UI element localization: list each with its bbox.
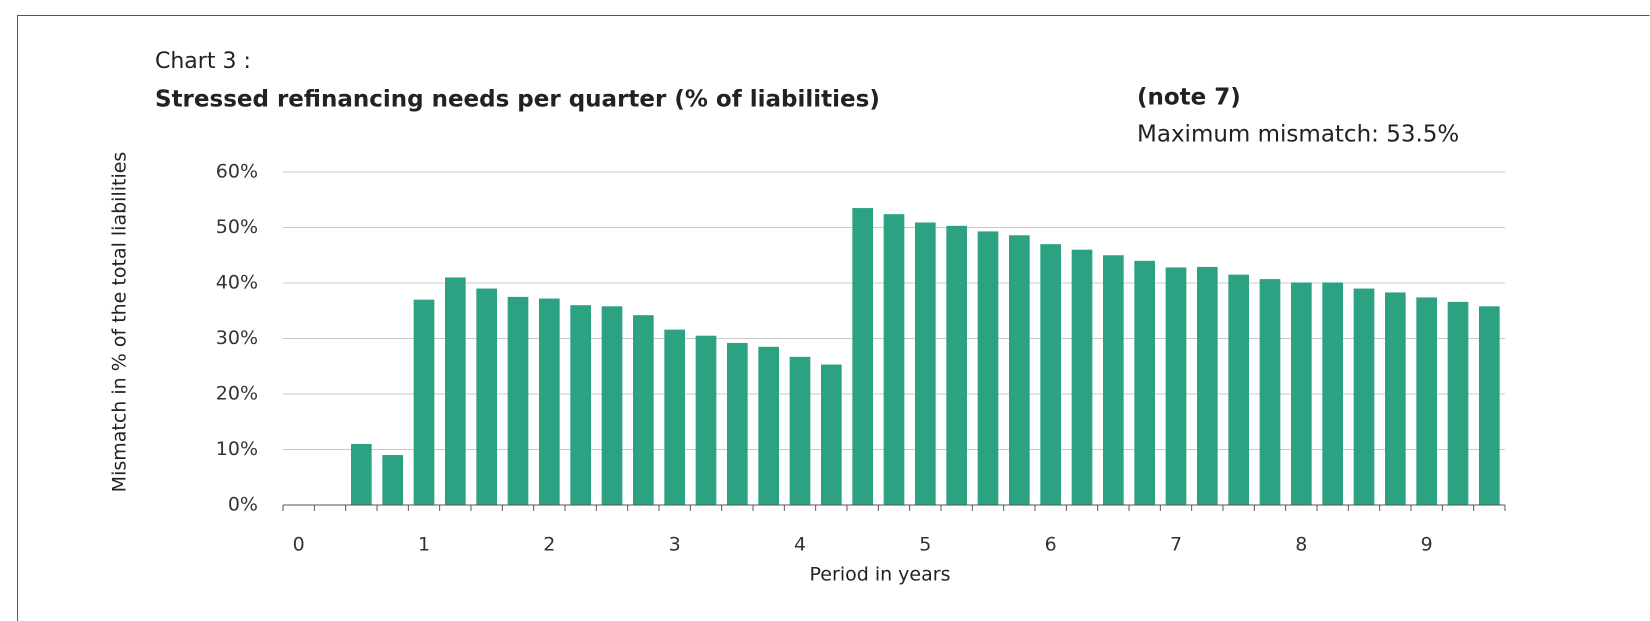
bar: [507, 296, 529, 505]
bar: [664, 329, 686, 505]
y-tick-label: 50%: [216, 216, 258, 238]
x-tick-label: 2: [543, 534, 555, 556]
bar: [883, 214, 905, 505]
bar: [946, 225, 968, 505]
y-tick-label: 10%: [216, 438, 258, 460]
bar: [632, 315, 654, 505]
bar: [820, 364, 842, 505]
chart-number: Chart 3 :: [155, 49, 251, 74]
bar: [1384, 292, 1406, 505]
y-tick-label: 40%: [216, 272, 258, 294]
frame: [17, 15, 1650, 621]
x-tick-label: 4: [794, 534, 806, 556]
bar: [1447, 301, 1469, 505]
bar: [1134, 260, 1156, 505]
bar: [382, 455, 404, 505]
bar: [570, 305, 592, 505]
bar: [601, 306, 623, 505]
bar: [1416, 297, 1438, 505]
x-tick-label: 1: [418, 534, 430, 556]
bar: [977, 231, 999, 505]
bar: [538, 298, 560, 505]
y-tick-label: 30%: [216, 327, 258, 349]
bar: [1290, 282, 1312, 505]
bar: [852, 208, 874, 505]
y-tick-label: 60%: [216, 161, 258, 183]
bar: [695, 335, 717, 505]
y-tick-label: 20%: [216, 383, 258, 405]
x-tick-label: 5: [919, 534, 931, 556]
x-tick-label: 7: [1170, 534, 1182, 556]
bar: [413, 299, 435, 505]
bar: [476, 288, 498, 505]
bar: [726, 342, 748, 505]
x-tick-label: 8: [1295, 534, 1307, 556]
x-tick-label: 3: [669, 534, 681, 556]
x-axis-label: Period in years: [810, 564, 951, 586]
bar: [914, 222, 936, 505]
x-tick-label: 9: [1421, 534, 1433, 556]
bar: [758, 346, 780, 505]
note: (note 7): [1137, 85, 1241, 111]
bar: [1008, 235, 1030, 505]
y-axis-label: Mismatch in % of the total liabilities: [109, 152, 131, 493]
bar: [1322, 282, 1344, 505]
x-tick-label: 6: [1045, 534, 1057, 556]
chart-title: Stressed refinancing needs per quarter (…: [155, 87, 880, 113]
y-tick-label: 0%: [228, 494, 258, 516]
bar: [1259, 279, 1281, 505]
bar: [1102, 255, 1124, 505]
bar: [789, 356, 811, 505]
bar: [1353, 288, 1375, 505]
bar: [444, 277, 466, 505]
bar: [1478, 306, 1500, 505]
bar: [1040, 244, 1062, 505]
bar: [1228, 274, 1250, 505]
bar: [1196, 266, 1218, 505]
x-tick-label: 0: [293, 534, 305, 556]
bar: [350, 443, 372, 505]
bar: [1071, 249, 1093, 505]
bar: [1165, 267, 1187, 505]
annotation: Maximum mismatch: 53.5%: [1137, 122, 1459, 148]
